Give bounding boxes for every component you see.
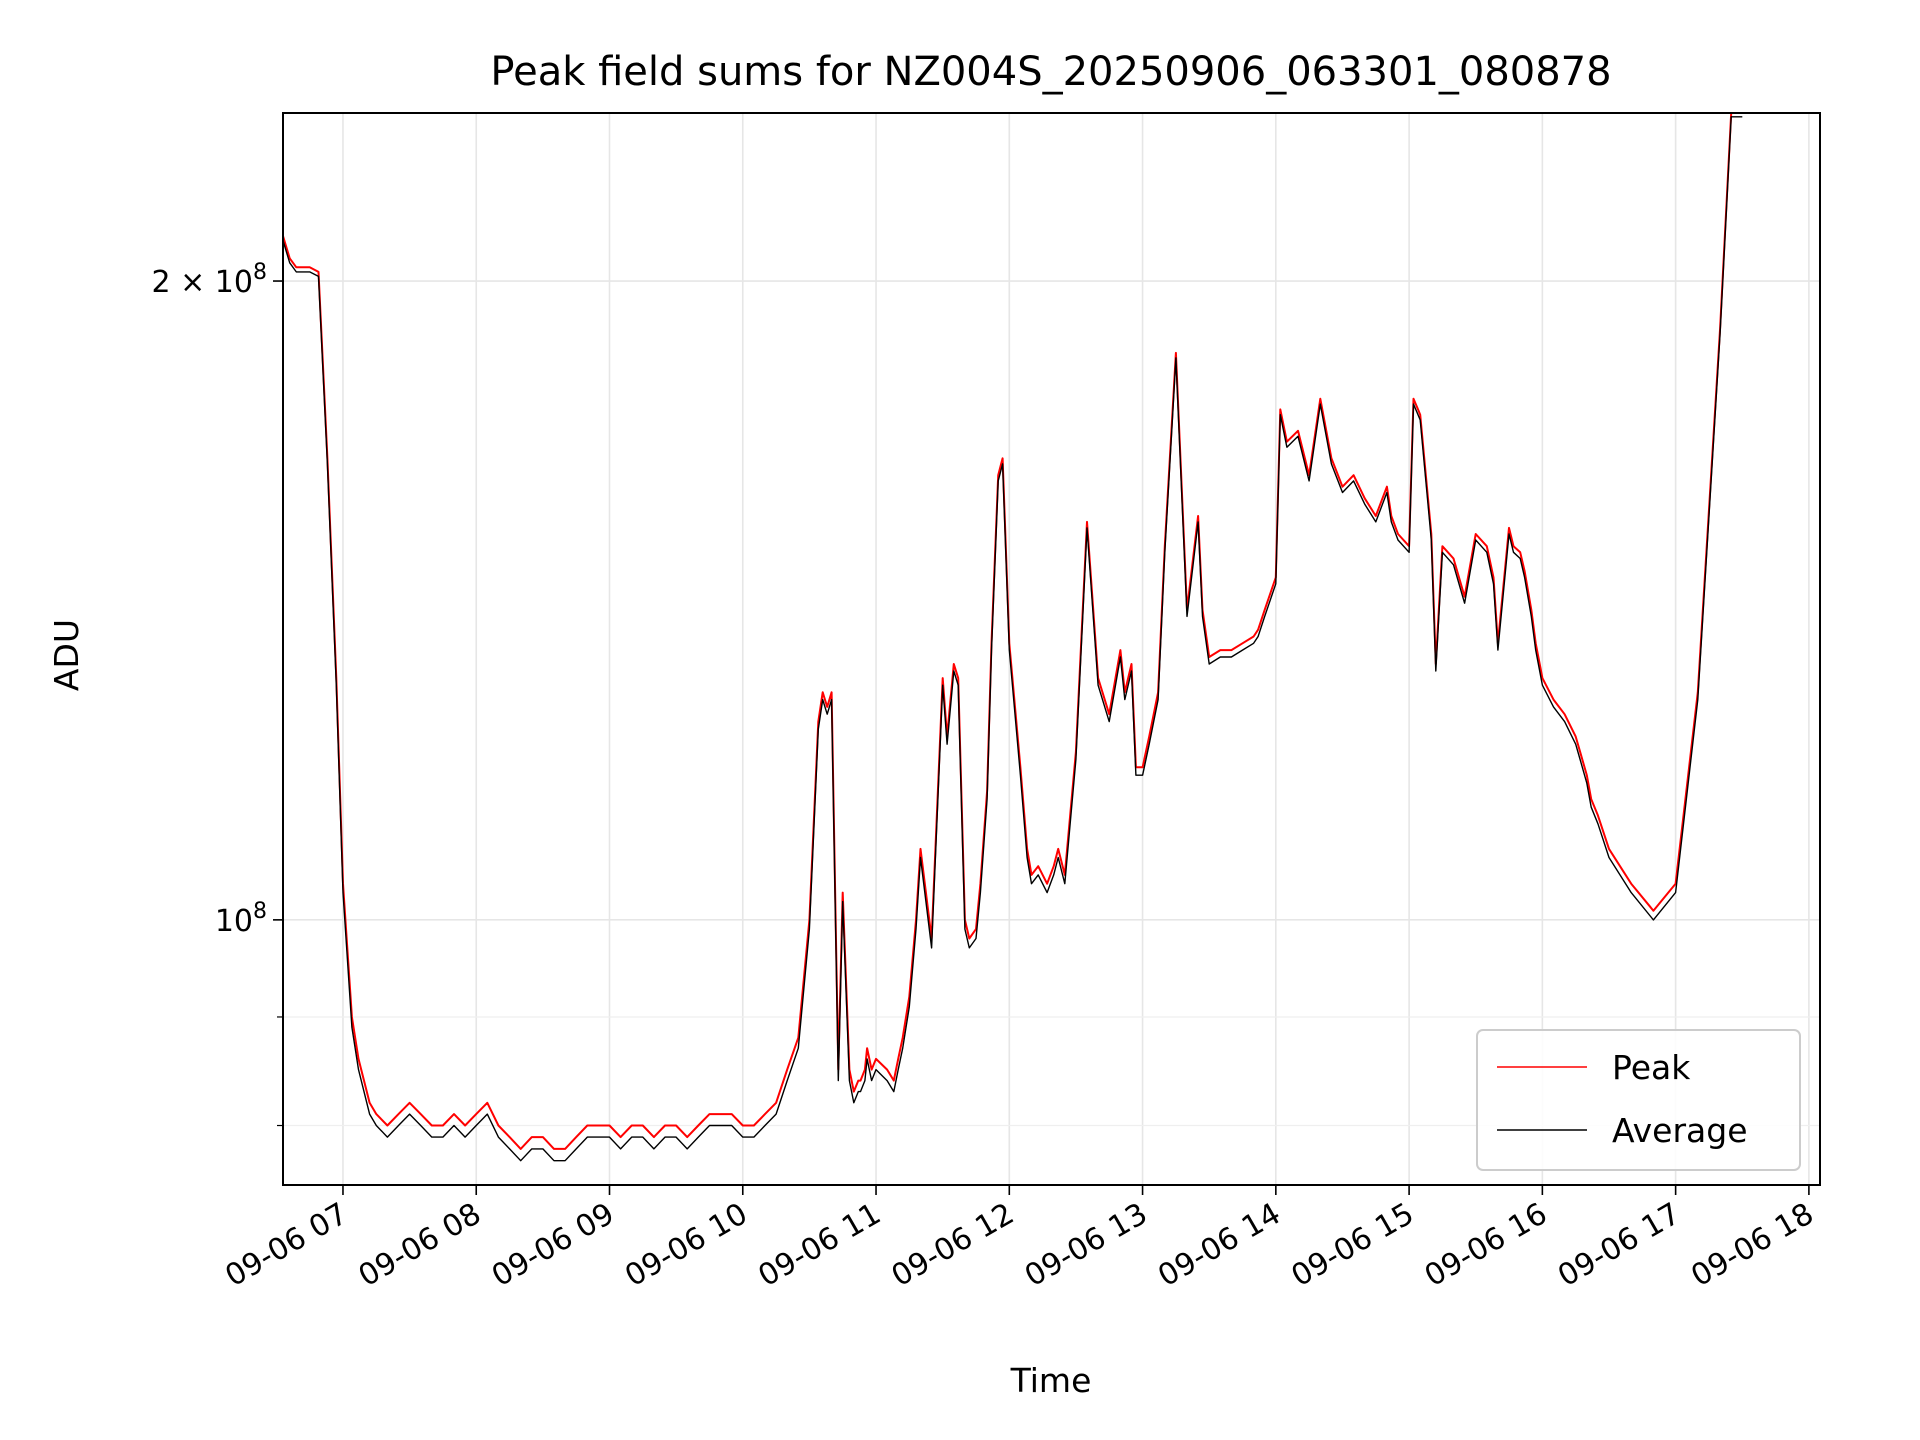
series-line-peak bbox=[282, 112, 1743, 1150]
legend-label-peak: Peak bbox=[1612, 1048, 1691, 1087]
y-axis-title: ADU bbox=[47, 619, 86, 691]
x-axis-title: Time bbox=[1010, 1361, 1092, 1400]
series-line-average bbox=[282, 116, 1743, 1162]
y-axis: 2 × 108 108 bbox=[152, 260, 283, 1127]
legend: Peak Average bbox=[1476, 1029, 1801, 1171]
chart-title: Peak field sums for NZ004S_20250906_0633… bbox=[490, 49, 1611, 95]
y-tick-label: 108 bbox=[215, 899, 267, 939]
grid bbox=[283, 113, 1820, 1185]
y-tick-label: 2 × 108 bbox=[152, 260, 267, 300]
plot-frame bbox=[282, 112, 1821, 1186]
series-group bbox=[282, 112, 1743, 1162]
legend-label-average: Average bbox=[1612, 1111, 1748, 1150]
legend-box bbox=[1476, 1029, 1801, 1171]
